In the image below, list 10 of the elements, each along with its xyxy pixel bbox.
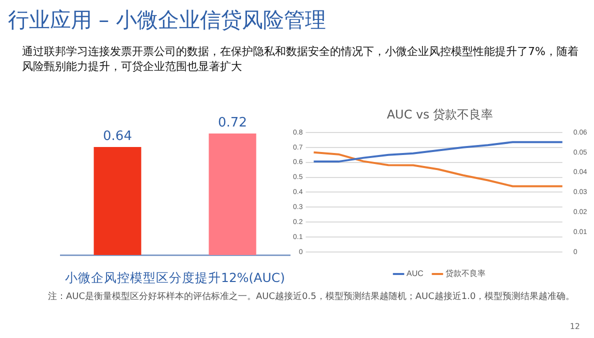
text: 注：AUC是衡量模型区分好坏样本的评估标准之一。AUC越接近0.5，模型预测结果越随机；AUC越接近1.0，模型预测结果越准确。 xyxy=(48,290,575,303)
legend-label: 贷款不良率 xyxy=(445,269,486,278)
chart-subtitle: 通过联邦学习连接发票开票公司的数据，在保护隐私和数据安全的情况下，小微企业风控模型性能提升了7%，随着风险甄别能力提升，可贷企业范围也显著扩大 xyxy=(22,44,580,74)
data-label: 0.64 xyxy=(103,128,132,144)
chart-title: AUC vs 贷款不良率 xyxy=(386,107,494,122)
text: 12 xyxy=(570,322,580,331)
x-axis-title: 小微企风控模型区分度提升12%(AUC) xyxy=(65,270,285,285)
data-label: 0.72 xyxy=(218,115,247,130)
legend-label: AUC xyxy=(406,269,424,278)
chart-title: 行业应用 – 小微企业信贷风险管理 xyxy=(8,7,326,34)
